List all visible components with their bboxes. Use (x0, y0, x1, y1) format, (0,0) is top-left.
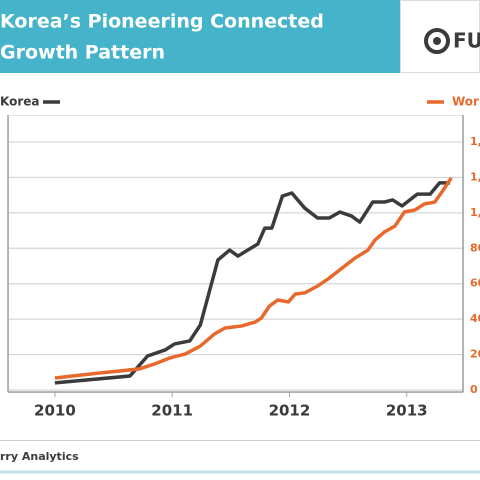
source: rry Analytics (0, 450, 79, 463)
line-series (54, 176, 453, 380)
y2-tick-label: 60 (470, 277, 480, 290)
x-tick-label: 2013 (386, 402, 428, 420)
line-series (54, 181, 451, 385)
y2-tick-label: 1, (470, 135, 480, 148)
logo-icon-dot (433, 37, 441, 45)
y2-tick-label: 20 (470, 348, 480, 361)
y2-tick-label: 40 (470, 312, 480, 325)
legend-label: Korea (0, 95, 40, 109)
logo-box (400, 0, 480, 73)
logo-icon (424, 28, 450, 54)
x-tick-label: 2011 (151, 402, 193, 420)
title-line: Korea’s Pioneering Connected (0, 11, 324, 33)
x-tick-label: 2010 (34, 402, 76, 420)
x-tick-label: 2012 (269, 402, 311, 420)
header-band (0, 0, 400, 73)
title-line: Growth Pattern (0, 42, 165, 64)
y2-tick-label: 1, (470, 206, 480, 219)
y2-tick-label: 1, (470, 170, 480, 183)
y2-tick-label: 0 (470, 383, 478, 396)
y2-tick-label: 80 (470, 241, 480, 254)
logo-text: FU (453, 29, 480, 53)
legend-label: Worl (452, 95, 480, 109)
